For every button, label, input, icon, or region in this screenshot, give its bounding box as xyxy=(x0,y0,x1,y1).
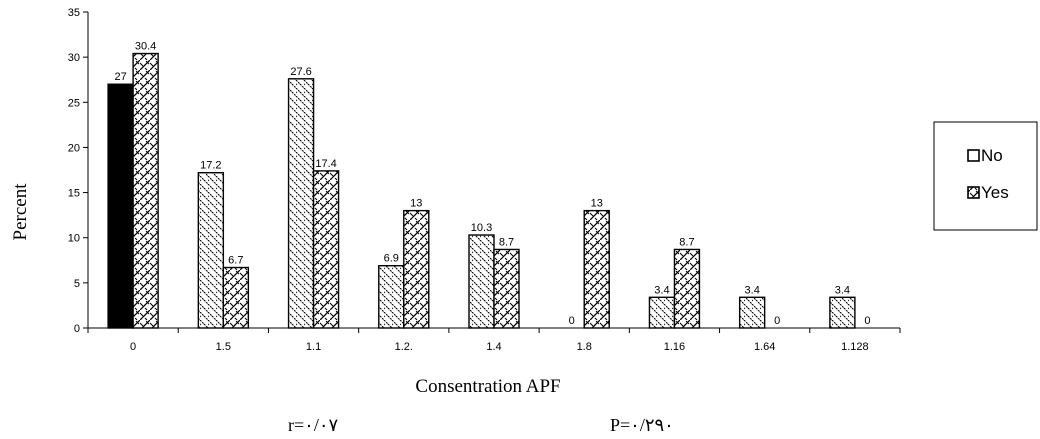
data-label-no-7: 3.4 xyxy=(745,284,760,296)
legend-box xyxy=(933,121,1038,231)
data-label-no-2: 27.6 xyxy=(290,66,311,78)
bar-yes-1 xyxy=(222,266,250,329)
legend-item-yes: Yes xyxy=(967,183,1009,202)
x-tick-label: 1.64 xyxy=(754,341,775,353)
bar-no-7 xyxy=(738,296,766,329)
bar-yes-5 xyxy=(583,209,610,329)
bars xyxy=(107,52,856,329)
bar-no-6 xyxy=(648,296,676,329)
x-tick-label: 1.1 xyxy=(306,341,321,353)
data-label-no-3: 6.9 xyxy=(384,253,399,265)
bar-yes-4 xyxy=(493,248,520,329)
bar-yes-3 xyxy=(403,209,430,329)
bar-no-4 xyxy=(468,234,495,329)
y-tick-label: 0 xyxy=(74,323,80,335)
x-tick-label: 1.2. xyxy=(395,341,413,353)
data-label-yes-5: 13 xyxy=(591,198,603,210)
y-tick-label: 35 xyxy=(68,7,80,19)
legend: No Yes xyxy=(933,121,1038,231)
bar-yes-2 xyxy=(312,170,340,329)
legend-label-no: No xyxy=(981,146,1003,165)
data-label-yes-3: 13 xyxy=(410,198,422,210)
data-label-yes-8: 0 xyxy=(864,315,870,327)
y-tick-label: 30 xyxy=(68,52,80,64)
x-tick-label: 1.4 xyxy=(486,341,501,353)
y-axis-ticks: 0 5 10 15 20 25 30 35 xyxy=(68,7,88,335)
data-label-no-6: 3.4 xyxy=(654,284,669,296)
data-label-yes-1: 6.7 xyxy=(228,255,243,267)
bar-no-1 xyxy=(197,172,225,329)
bar-no-3 xyxy=(378,265,405,329)
x-axis-title: Consentration APF xyxy=(415,376,560,397)
data-label-no-4: 10.3 xyxy=(471,222,492,234)
y-tick-label: 25 xyxy=(68,97,80,109)
legend-item-no: No xyxy=(967,146,1003,165)
legend-swatch-no xyxy=(967,149,980,162)
bar-no-8 xyxy=(829,296,856,329)
stat-p: P=۰/۲۹۰ xyxy=(610,415,674,435)
data-label-yes-2: 17.4 xyxy=(315,158,336,170)
data-label-yes-7: 0 xyxy=(774,315,780,327)
data-label-no-8: 3.4 xyxy=(835,284,850,296)
bar-yes-6 xyxy=(673,248,701,329)
y-tick-label: 10 xyxy=(68,233,80,245)
data-labels: 27 17.2 27.6 6.9 10.3 0 3.4 3.4 3.4 30.4 6.7 17.4 13… xyxy=(114,41,870,327)
legend-label-yes: Yes xyxy=(981,183,1009,202)
data-label-no-5: 0 xyxy=(569,315,575,327)
legend-swatch-yes xyxy=(967,186,980,199)
x-tick-label: 1.16 xyxy=(664,341,685,353)
x-tick-label: 0 xyxy=(130,341,136,353)
bar-no-2 xyxy=(287,78,315,329)
x-tick-label: 1.128 xyxy=(841,341,869,353)
y-axis-title: Percent xyxy=(10,183,31,241)
data-label-no-1: 17.2 xyxy=(200,160,221,172)
data-label-yes-4: 8.7 xyxy=(499,236,514,248)
stat-r: r=۰/۰۷ xyxy=(288,415,338,435)
data-label-yes-0: 30.4 xyxy=(135,41,156,53)
y-tick-label: 20 xyxy=(68,142,80,154)
y-tick-label: 5 xyxy=(74,278,80,290)
bar-yes-0 xyxy=(132,52,159,329)
y-tick-label: 15 xyxy=(68,188,80,200)
data-label-yes-6: 8.7 xyxy=(679,236,694,248)
x-tick-label: 1.8 xyxy=(577,341,592,353)
x-axis-ticks: 0 1.5 1.1 1.2. 1.4 1.8 1.16 1.64 1.128 xyxy=(87,328,901,353)
data-label-no-0: 27 xyxy=(114,71,126,83)
bar-no-0 xyxy=(107,83,134,329)
x-tick-label: 1.5 xyxy=(216,341,231,353)
